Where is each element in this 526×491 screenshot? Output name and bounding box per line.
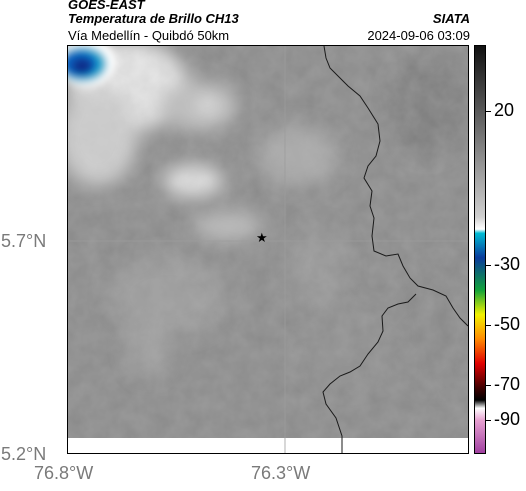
colorbar-label-minus70: -70 [494, 374, 521, 394]
colorbar-tick [486, 325, 491, 326]
lon-label-76-8: 76.8°W [34, 463, 94, 483]
title-satellite: GOES-EAST [68, 0, 145, 12]
subtitle-route: Vía Medellín - Quibdó 50km [68, 28, 230, 43]
colorbar-label-minus90: -90 [494, 409, 521, 429]
colorbar-tick [486, 385, 491, 386]
title-product: Temperatura de Brillo CH13 [68, 11, 239, 26]
location-star-icon: ★ [256, 230, 268, 245]
lat-label-5-2: 5.2°N [1, 444, 47, 464]
brightness-temperature-map [68, 46, 468, 453]
timestamp-label: 2024-09-06 03:09 [367, 28, 470, 43]
cold-cloud-top [68, 46, 116, 86]
colorbar-tick [486, 111, 491, 112]
colorbar-tick [486, 265, 491, 266]
colorbar-label-20: 20 [494, 100, 515, 120]
colorbar [474, 45, 486, 454]
map-panel[interactable]: ★ [67, 45, 469, 454]
colorbar-label-minus30: -30 [494, 254, 521, 274]
colorbar-tick [486, 420, 491, 421]
colorbar-label-minus50: -50 [494, 314, 521, 334]
lon-label-76-3: 76.3°W [251, 463, 311, 483]
credit-label: SIATA [432, 11, 470, 26]
boundary-line [322, 46, 468, 453]
lat-label-5-7: 5.7°N [1, 231, 47, 251]
